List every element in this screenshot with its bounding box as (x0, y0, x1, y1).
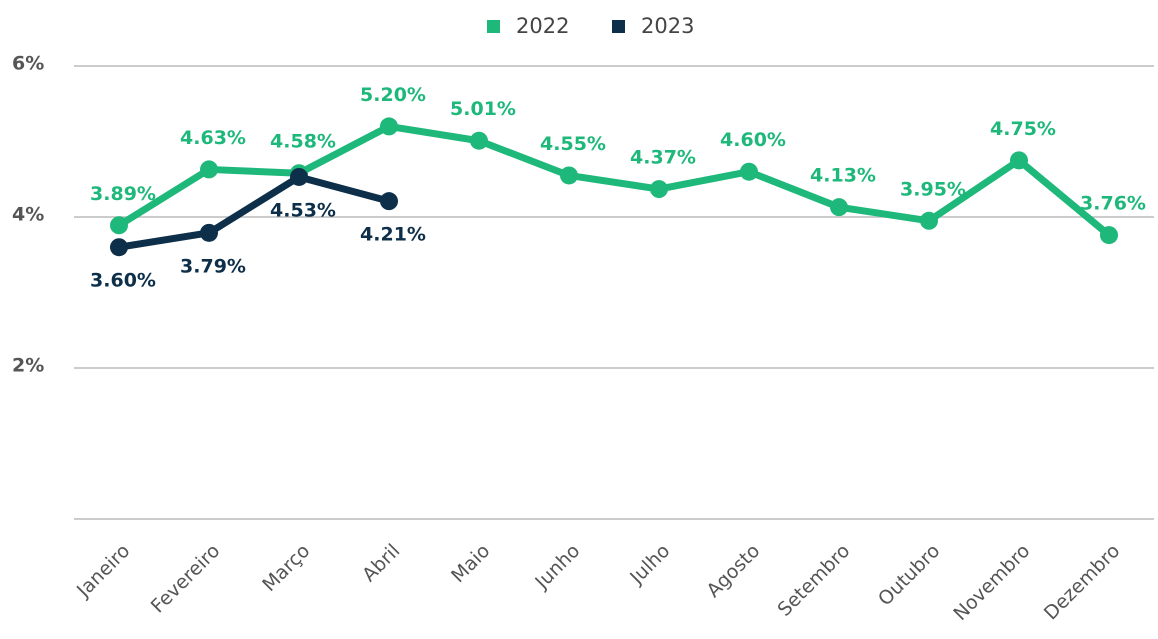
y-tick-label: 2% (12, 355, 44, 377)
data-point (200, 223, 218, 242)
legend-swatch (612, 20, 625, 33)
data-point (380, 192, 398, 211)
data-point (920, 211, 938, 230)
data-label: 3.76% (1080, 193, 1146, 215)
x-tick-label: Abril (358, 540, 404, 586)
data-label: 3.79% (180, 255, 246, 277)
x-tick-label: Julho (625, 540, 674, 589)
data-point (380, 117, 398, 136)
x-tick-label: Novembro (949, 540, 1034, 625)
x-tick-label: Janeiro (72, 540, 134, 602)
data-point (560, 166, 578, 185)
x-tick-label: Fevereiro (147, 540, 225, 618)
legend-swatch (487, 20, 500, 33)
data-point (830, 198, 848, 217)
data-point (200, 160, 218, 179)
data-label: 3.60% (90, 270, 156, 292)
series-line (117, 122, 1112, 238)
data-label: 4.58% (270, 131, 336, 153)
data-label: 4.21% (360, 224, 426, 246)
series-line (118, 173, 390, 251)
legend-label: 2023 (641, 14, 694, 38)
data-label: 4.53% (270, 199, 336, 221)
data-point (740, 162, 758, 181)
data-label: 3.95% (900, 178, 966, 200)
data-label: 4.63% (180, 127, 246, 149)
y-tick-label: 6% (12, 53, 44, 75)
x-tick-label: Março (258, 540, 314, 596)
data-point (1010, 151, 1028, 170)
x-tick-label: Agosto (702, 540, 764, 602)
data-label: 5.20% (360, 84, 426, 106)
data-label: 4.55% (540, 133, 606, 155)
data-label: 4.13% (810, 165, 876, 187)
x-tick-label: Setembro (773, 540, 854, 621)
data-point (650, 180, 668, 199)
x-tick-label: Dezembro (1040, 540, 1125, 625)
data-point (110, 238, 128, 257)
x-tick-label: Junho (530, 540, 584, 594)
data-label: 4.37% (630, 147, 696, 169)
x-tick-label: Maio (447, 540, 494, 587)
y-tick-label: 4% (12, 204, 44, 226)
data-label: 4.60% (720, 129, 786, 151)
data-label: 3.89% (90, 183, 156, 205)
legend-label: 2022 (516, 14, 569, 38)
data-label: 4.75% (990, 118, 1056, 140)
data-point (110, 216, 128, 235)
data-point (470, 131, 488, 150)
data-label: 5.01% (450, 98, 516, 120)
data-point (290, 167, 308, 186)
data-point (1100, 226, 1118, 245)
x-tick-label: Outubro (874, 540, 944, 610)
